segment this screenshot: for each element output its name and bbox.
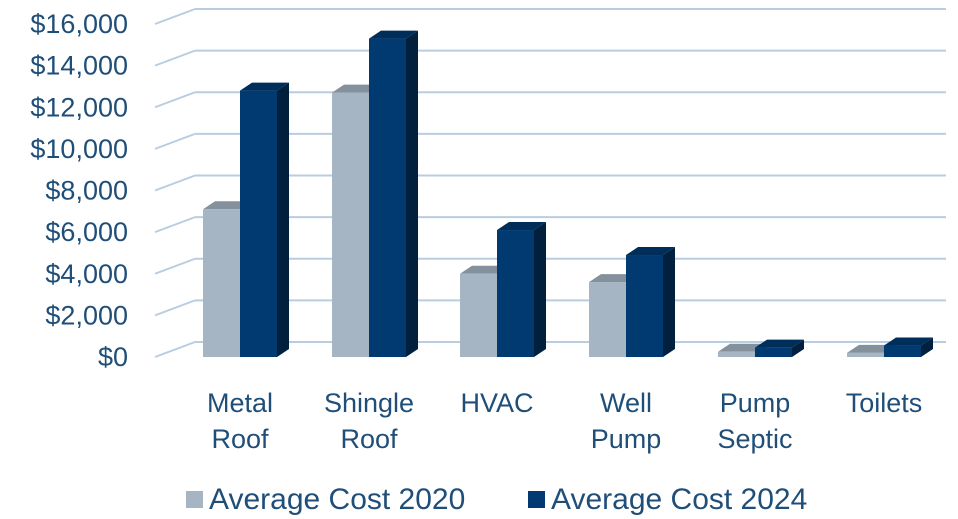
bar-side [534, 222, 546, 357]
bar-top [884, 337, 933, 346]
gridline-depth [154, 341, 196, 358]
bar-side [663, 247, 675, 357]
gridline-depth [154, 91, 196, 109]
bar-front [718, 351, 755, 357]
x-tick-label: Shingle Roof [324, 388, 414, 454]
gridline-depth [154, 8, 196, 25]
bar-front [240, 90, 277, 357]
bar-front [847, 352, 884, 357]
bar-front [626, 255, 663, 357]
y-tick-label: $0 [98, 342, 128, 372]
y-tick-label: $12,000 [30, 92, 128, 122]
bar-front [589, 282, 626, 357]
bar-top [332, 84, 381, 93]
bar-side [921, 337, 933, 357]
bar-top [626, 247, 675, 256]
legend-swatch [186, 491, 203, 508]
y-tick-label: $6,000 [45, 217, 128, 247]
bar [369, 30, 418, 357]
legend-swatch [528, 491, 545, 508]
x-tick-label: Toilets [846, 388, 923, 418]
bar-top [497, 222, 546, 231]
y-tick-label: $14,000 [30, 51, 128, 81]
bar [755, 339, 804, 357]
x-tick-label: Well Pump [591, 388, 662, 454]
bar-top [847, 344, 896, 353]
gridline-depth [154, 257, 196, 275]
y-tick-label: $16,000 [30, 9, 128, 39]
gridline-depth [154, 132, 196, 150]
x-axis: Metal Roof Shingle Roof HVAC Well Pump Pump Sept… [207, 388, 922, 454]
bar [497, 222, 546, 357]
bar-front [203, 209, 240, 357]
bar-top [755, 339, 804, 348]
bar [884, 337, 933, 357]
gridline-depth [154, 49, 196, 67]
bar-front [369, 38, 406, 357]
bar-top [718, 343, 767, 352]
y-axis: $0 $2,000 $4,000 $6,000 $8,000 $10,000 $12,000… [30, 9, 128, 372]
gridline-depth [154, 299, 196, 317]
legend: Average Cost 2020 Average Cost 2024 [186, 483, 807, 516]
y-tick-label: $4,000 [45, 259, 128, 289]
bars [203, 30, 933, 358]
bar [626, 247, 675, 357]
bar-front [497, 230, 534, 357]
bar-side [792, 339, 804, 357]
bar-top [589, 274, 638, 283]
y-tick-label: $8,000 [45, 176, 128, 206]
bar-front [884, 345, 921, 357]
bar-top [369, 30, 418, 39]
bar-top [460, 265, 509, 274]
bar-side [406, 30, 418, 357]
x-tick-label: Pump Septic [717, 388, 792, 454]
bar-top [240, 82, 289, 91]
bar-front [755, 347, 792, 357]
gridline-depth [154, 216, 196, 234]
legend-item: Average Cost 2020 [186, 483, 465, 516]
bar-front [332, 92, 369, 358]
y-tick-label: $2,000 [45, 300, 128, 330]
bar-side [277, 82, 289, 357]
legend-label: Average Cost 2020 [209, 483, 465, 516]
bar-front [460, 273, 497, 357]
gridlines [154, 8, 946, 358]
legend-label: Average Cost 2024 [551, 483, 807, 516]
legend-item: Average Cost 2024 [528, 483, 807, 516]
bar-top [203, 201, 252, 210]
y-tick-label: $10,000 [30, 134, 128, 164]
x-tick-label: HVAC [460, 388, 533, 418]
bar [240, 82, 289, 357]
x-tick-label: Metal Roof [207, 388, 273, 454]
gridline-depth [154, 174, 196, 192]
